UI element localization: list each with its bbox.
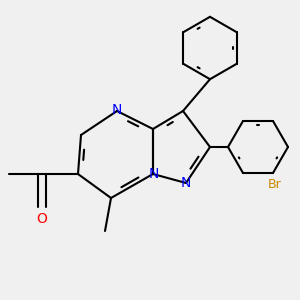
Text: O: O [37, 212, 47, 226]
Text: Br: Br [267, 178, 281, 191]
Text: N: N [149, 167, 159, 181]
Text: N: N [112, 103, 122, 117]
Text: N: N [181, 176, 191, 190]
